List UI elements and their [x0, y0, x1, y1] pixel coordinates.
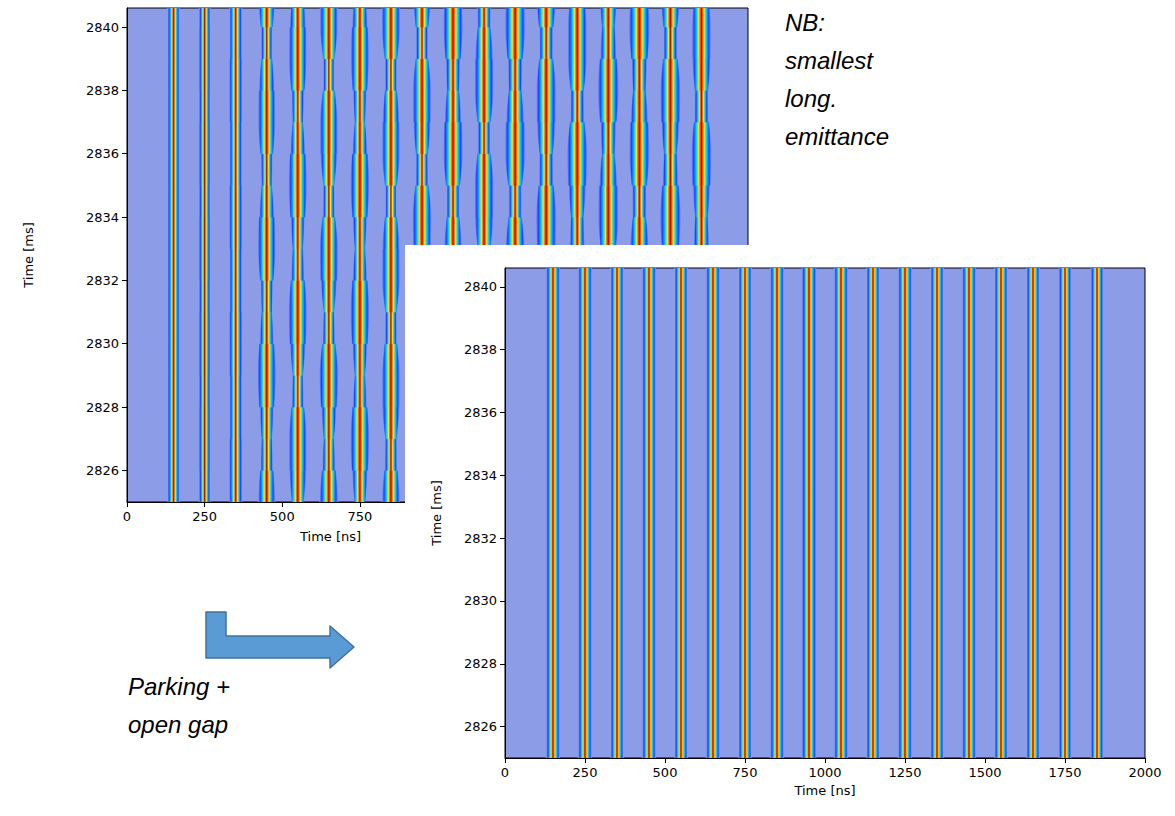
svg-text:2830: 2830: [464, 593, 497, 608]
svg-text:250: 250: [573, 765, 598, 780]
svg-text:2834: 2834: [86, 210, 119, 225]
html-text:smallest: smallest: [785, 47, 873, 74]
svg-text:Time [ms]: Time [ms]: [21, 222, 36, 289]
svg-text:250: 250: [192, 509, 217, 524]
svg-text:2840: 2840: [86, 20, 119, 35]
svg-text:2000: 2000: [1128, 765, 1161, 780]
svg-text:1250: 1250: [888, 765, 921, 780]
svg-text:500: 500: [270, 509, 295, 524]
svg-text:2834: 2834: [464, 468, 497, 483]
svg-text:2838: 2838: [86, 83, 119, 98]
svg-text:1500: 1500: [968, 765, 1001, 780]
html-text:open gap: open gap: [128, 711, 229, 738]
svg-text:750: 750: [347, 509, 372, 524]
svg-text:2826: 2826: [464, 719, 497, 734]
svg-text:500: 500: [653, 765, 678, 780]
svg-text:2836: 2836: [464, 405, 497, 420]
svg-text:2828: 2828: [86, 400, 119, 415]
html-text:Parking +: Parking +: [128, 673, 231, 700]
svg-text:Time [ms]: Time [ms]: [429, 480, 444, 547]
svg-text:2836: 2836: [86, 146, 119, 161]
svg-text:Time [ns]: Time [ns]: [299, 529, 361, 544]
svg-text:2832: 2832: [86, 273, 119, 288]
svg-text:2832: 2832: [464, 531, 497, 546]
svg-text:2838: 2838: [464, 342, 497, 357]
svg-text:2828: 2828: [464, 656, 497, 671]
svg-text:2826: 2826: [86, 463, 119, 478]
svg-text:750: 750: [733, 765, 758, 780]
html-text:NB:: NB:: [785, 9, 825, 36]
svg-text:1000: 1000: [808, 765, 841, 780]
html-text:long.: long.: [785, 85, 837, 112]
svg-text:0: 0: [123, 509, 131, 524]
svg-text:1750: 1750: [1048, 765, 1081, 780]
svg-text:Time [ns]: Time [ns]: [793, 783, 855, 798]
html-text:emittance: emittance: [785, 123, 890, 150]
svg-text:0: 0: [501, 765, 509, 780]
svg-text:2840: 2840: [464, 279, 497, 294]
svg-text:2830: 2830: [86, 336, 119, 351]
